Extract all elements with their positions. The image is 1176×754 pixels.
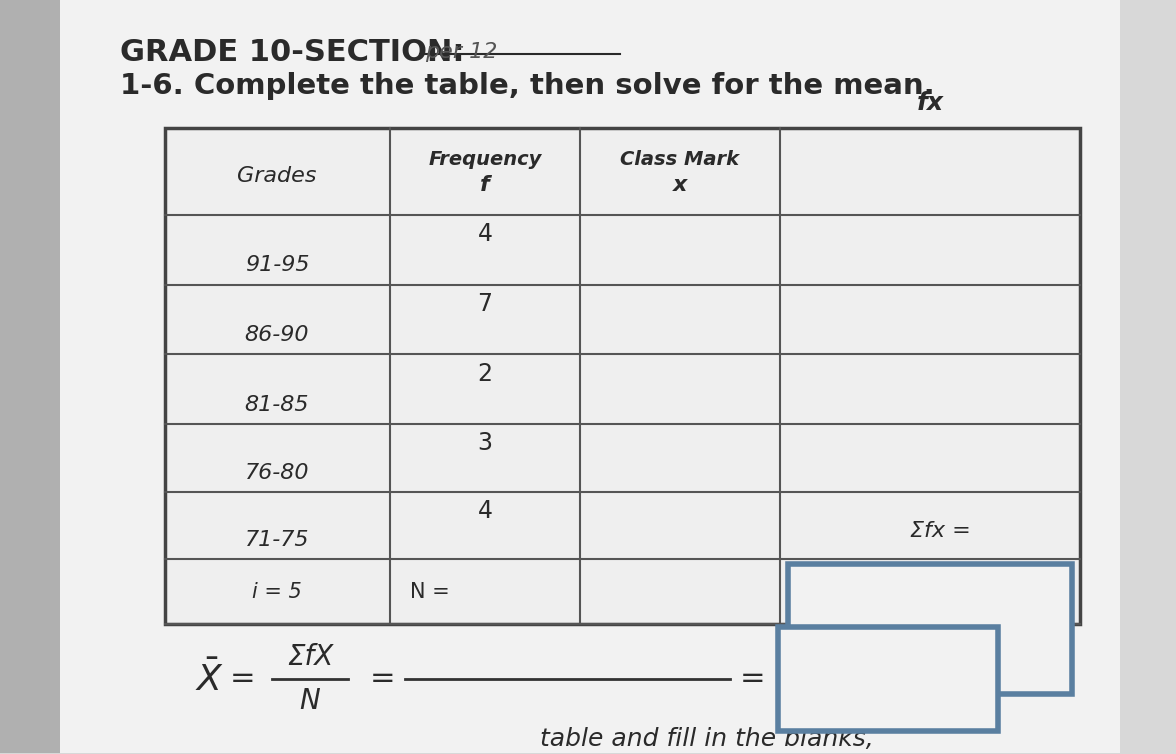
Bar bbox=[779, 627, 998, 731]
Text: =: = bbox=[230, 664, 255, 694]
Text: $\bar{X}$: $\bar{X}$ bbox=[195, 661, 223, 697]
Text: f: f bbox=[480, 175, 490, 195]
Text: 4: 4 bbox=[477, 499, 493, 523]
Text: N =: N = bbox=[410, 581, 449, 602]
Text: table and fill in the blanks,: table and fill in the blanks, bbox=[540, 727, 874, 751]
Text: 2: 2 bbox=[477, 362, 493, 386]
Text: ΣfX: ΣfX bbox=[287, 643, 333, 671]
Text: Σfx =: Σfx = bbox=[909, 521, 970, 541]
Text: 1-6. Complete the table, then solve for the mean.: 1-6. Complete the table, then solve for … bbox=[120, 72, 935, 100]
Bar bbox=[165, 127, 1080, 624]
Text: Class Mark: Class Mark bbox=[621, 150, 740, 169]
Text: 91-95: 91-95 bbox=[245, 255, 309, 275]
Text: Grades: Grades bbox=[238, 166, 316, 186]
Text: =: = bbox=[740, 664, 766, 694]
Text: 81-85: 81-85 bbox=[245, 395, 309, 415]
Text: 76-80: 76-80 bbox=[245, 463, 309, 483]
Text: Frequency: Frequency bbox=[428, 150, 542, 169]
Text: 3: 3 bbox=[477, 431, 493, 455]
Text: GRADE 10-SECTION:: GRADE 10-SECTION: bbox=[120, 38, 465, 67]
Text: =: = bbox=[370, 664, 395, 694]
Text: per 12: per 12 bbox=[425, 42, 497, 62]
Bar bbox=[165, 127, 1080, 624]
Bar bbox=[788, 564, 1073, 694]
Text: 4: 4 bbox=[477, 222, 493, 247]
Text: 86-90: 86-90 bbox=[245, 325, 309, 345]
Bar bbox=[0, 0, 60, 752]
Text: 71-75: 71-75 bbox=[245, 530, 309, 550]
Text: i = 5: i = 5 bbox=[252, 581, 302, 602]
Text: fx: fx bbox=[916, 90, 943, 115]
Text: N: N bbox=[300, 687, 320, 715]
Text: 7: 7 bbox=[477, 292, 493, 316]
Text: x: x bbox=[673, 175, 687, 195]
